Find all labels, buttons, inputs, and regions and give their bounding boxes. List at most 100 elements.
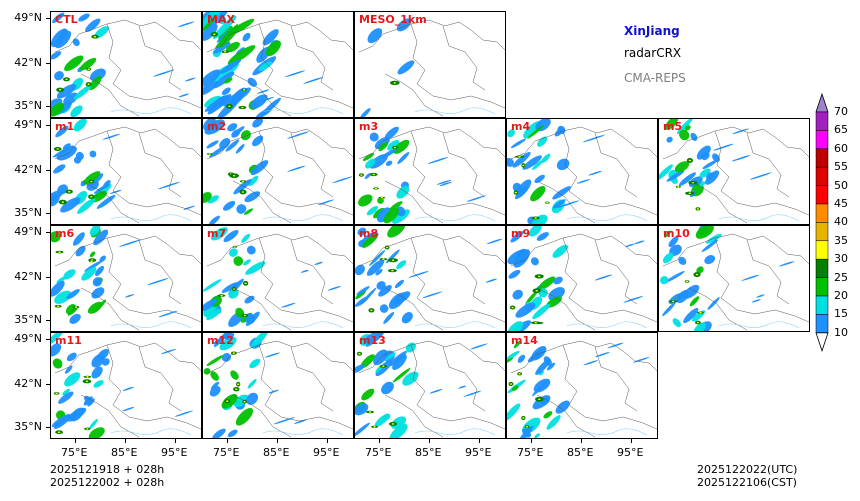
radar-echo	[58, 391, 74, 404]
y-tick-mark	[46, 170, 50, 171]
radar-echo	[607, 342, 624, 349]
radar-echo	[215, 95, 230, 107]
radar-core-peak	[224, 51, 227, 53]
radar-echo	[268, 389, 279, 394]
radar-echo	[241, 233, 251, 243]
radar-echo	[203, 192, 212, 204]
radar-core-peak	[695, 273, 699, 276]
radar-echo	[387, 139, 400, 151]
map-canvas	[51, 119, 201, 224]
radar-echo	[94, 26, 109, 39]
radar-echo	[362, 152, 375, 162]
radar-echo	[633, 240, 645, 245]
radar-echo	[73, 85, 92, 100]
panel-label: m12	[207, 334, 234, 347]
radar-echo	[78, 13, 90, 22]
admin-border	[510, 233, 657, 331]
radar-echo	[125, 294, 135, 298]
river	[566, 321, 648, 329]
radar-echo	[531, 345, 547, 361]
radar-echo	[511, 385, 519, 391]
radar-core-peak	[237, 383, 240, 385]
radar-echo	[224, 333, 235, 341]
radar-core-peak	[242, 180, 245, 183]
radar-echo	[537, 136, 548, 147]
radar-core-peak	[382, 365, 385, 367]
radar-core-peak	[391, 259, 395, 261]
y-tick-mark	[46, 213, 50, 214]
radar-core-peak	[58, 89, 62, 91]
radar-core-peak	[220, 294, 223, 297]
radar-echo	[221, 281, 240, 293]
radar-echo	[373, 349, 388, 366]
radar-echo	[693, 322, 706, 331]
radar-echo	[379, 304, 389, 313]
radar-echo	[54, 290, 72, 304]
radar-core-peak	[241, 106, 244, 109]
radar-echo	[660, 275, 669, 285]
river	[414, 321, 496, 329]
radar-echo	[538, 276, 556, 290]
radar-echo	[230, 370, 239, 380]
map-canvas	[51, 226, 201, 331]
radar-echo	[52, 12, 65, 24]
radar-echo	[157, 181, 181, 190]
radar-core-peak	[65, 78, 68, 81]
y-tick-label: 49°N	[14, 11, 42, 24]
radar-echo	[213, 41, 231, 54]
radar-echo	[209, 145, 227, 158]
radar-echo	[518, 248, 526, 255]
admin-border	[206, 19, 353, 117]
colorbar-label: 65	[834, 123, 848, 137]
radar-echo	[178, 93, 190, 98]
radar-core-peak	[374, 187, 378, 190]
radar-echo	[70, 407, 84, 422]
radar-echo	[89, 418, 98, 430]
radar-echo	[207, 195, 219, 204]
radar-echo	[392, 209, 410, 224]
radar-echo	[543, 356, 552, 366]
map-canvas	[358, 18, 505, 117]
radar-echo	[206, 355, 224, 366]
radar-echo	[556, 158, 570, 171]
radar-core-peak	[696, 321, 700, 324]
radar-echo	[512, 151, 531, 168]
radar-echo	[679, 129, 690, 141]
radar-echo	[507, 403, 521, 421]
radar-echo	[439, 181, 452, 186]
map-canvas	[355, 226, 505, 331]
radar-echo	[666, 170, 685, 182]
radar-core-peak	[518, 373, 521, 375]
x-tick-mark	[75, 439, 76, 443]
radar-echo	[56, 84, 77, 99]
radar-echo	[89, 251, 96, 258]
map-panel-m14: m14	[506, 332, 658, 439]
radar-echo	[588, 170, 602, 176]
x-tick-label: 75°E	[61, 446, 88, 459]
radar-echo	[659, 164, 673, 181]
radar-echo	[623, 296, 644, 303]
radar-echo	[369, 132, 379, 142]
radar-core-peak	[232, 174, 236, 177]
map-panel-m9: m9	[506, 225, 658, 332]
colorbar-segment	[815, 130, 829, 150]
radar-echo	[530, 257, 539, 266]
radar-echo	[385, 160, 393, 166]
radar-echo	[378, 141, 389, 152]
radar-echo	[63, 269, 76, 280]
radar-echo	[55, 30, 72, 49]
radar-core-peak	[380, 196, 383, 199]
valid-time-utc: 2025122022(UTC)	[697, 463, 798, 476]
radar-echo	[89, 226, 101, 236]
map-canvas	[507, 226, 657, 331]
radar-echo	[396, 185, 410, 199]
radar-echo	[206, 140, 219, 149]
radar-echo	[436, 179, 452, 185]
radar-echo	[389, 423, 408, 438]
radar-echo	[73, 119, 87, 132]
radar-core-peak	[538, 275, 541, 278]
radar-echo	[249, 358, 261, 369]
radar-echo	[247, 77, 258, 87]
radar-echo	[203, 23, 218, 41]
radar-echo	[531, 159, 544, 170]
